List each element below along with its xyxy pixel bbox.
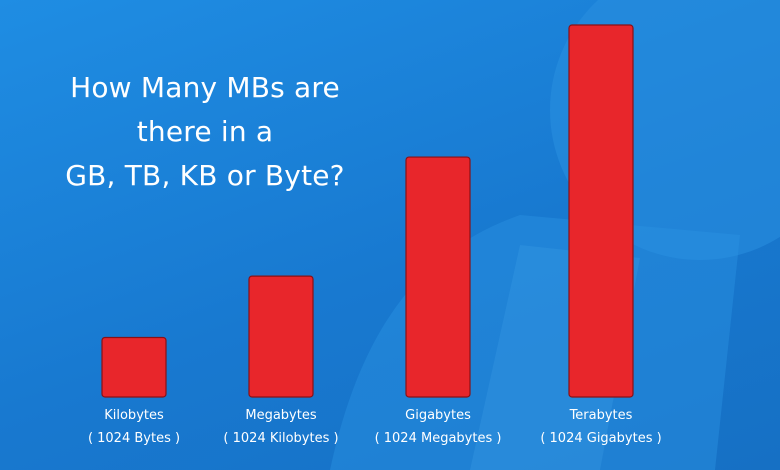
category-label-megabytes: Megabytes <box>245 408 316 423</box>
bar-kilobytes <box>101 336 167 398</box>
bar-gigabytes <box>405 156 471 398</box>
category-sublabel-megabytes: ( 1024 Kilobytes ) <box>223 431 338 446</box>
category-sublabel-gigabytes: ( 1024 Megabytes ) <box>375 431 502 446</box>
bar-terabytes <box>568 24 634 398</box>
title-line-2: there in a <box>136 115 274 148</box>
category-label-kilobytes: Kilobytes <box>104 408 164 423</box>
title-line-1: How Many MBs are <box>70 71 340 104</box>
category-sublabel-terabytes: ( 1024 Gigabytes ) <box>540 431 661 446</box>
category-label-terabytes: Terabytes <box>569 408 633 423</box>
bar-megabytes <box>248 275 314 398</box>
title-line-3: GB, TB, KB or Byte? <box>65 159 345 192</box>
category-label-gigabytes: Gigabytes <box>405 408 471 423</box>
category-sublabel-kilobytes: ( 1024 Bytes ) <box>88 431 180 446</box>
chart-title: How Many MBs are there in a GB, TB, KB o… <box>40 66 370 198</box>
